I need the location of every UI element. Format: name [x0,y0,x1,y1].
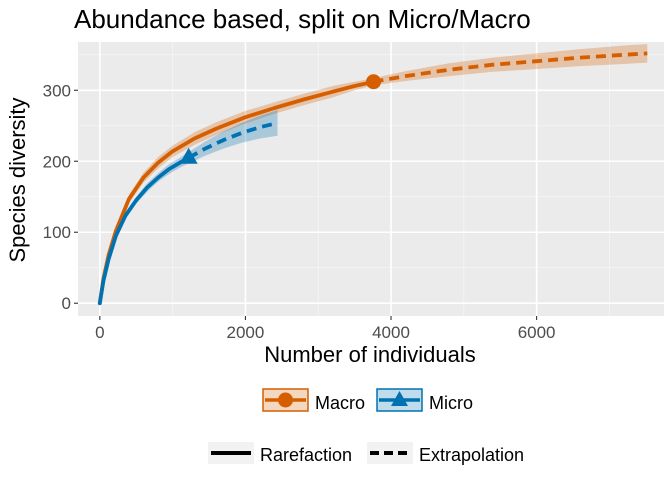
ribbon-macro-rarefaction [99,78,374,304]
legend-linetype: Rarefaction Extrapolation [208,442,524,465]
y-tick-labels: 0 100 200 300 [43,81,71,313]
legend-label-macro: Macro [315,393,365,413]
observed-markers [179,74,382,164]
marker-macro-observed [366,74,382,90]
x-axis-title: Number of individuals [264,342,476,367]
legend-label-rarefaction: Rarefaction [260,445,352,465]
y-tick-label: 300 [43,81,71,100]
legend-item-macro[interactable]: Macro [262,388,365,413]
legend-marker-triangle [391,391,408,406]
legend-series: Macro Micro [262,388,473,413]
line-micro-rarefaction [97,155,191,306]
ribbon-micro-rarefaction [99,152,189,304]
x-tick-label: 4000 [372,323,410,342]
line-macro-extrapolation [373,51,648,84]
grid-minor [78,42,664,316]
x-tick-label: 0 [95,323,104,342]
legend-label-extrapolation: Extrapolation [419,445,524,465]
grid-major [78,42,664,316]
legend-item-rarefaction[interactable]: Rarefaction [208,442,352,465]
ribbon-macro-extrapolation [373,44,648,86]
legend-label-micro: Micro [429,393,473,413]
axis-ticks [74,89,538,320]
legend-marker-circle [278,392,293,408]
y-tick-label: 100 [43,223,71,242]
series-lines [97,51,648,306]
legend-item-micro[interactable]: Micro [376,388,473,413]
y-axis-title: Species diversity [5,97,30,262]
legend-item-extrapolation[interactable]: Extrapolation [367,442,524,465]
x-tick-label: 2000 [227,323,265,342]
x-tick-labels: 0 2000 4000 6000 [95,323,555,342]
x-tick-label: 6000 [518,323,556,342]
y-tick-label: 0 [62,294,71,313]
line-micro-extrapolation [187,121,278,160]
chart-title: Abundance based, split on Micro/Macro [74,4,531,34]
y-tick-label: 200 [43,152,71,171]
marker-micro-observed [179,147,198,164]
